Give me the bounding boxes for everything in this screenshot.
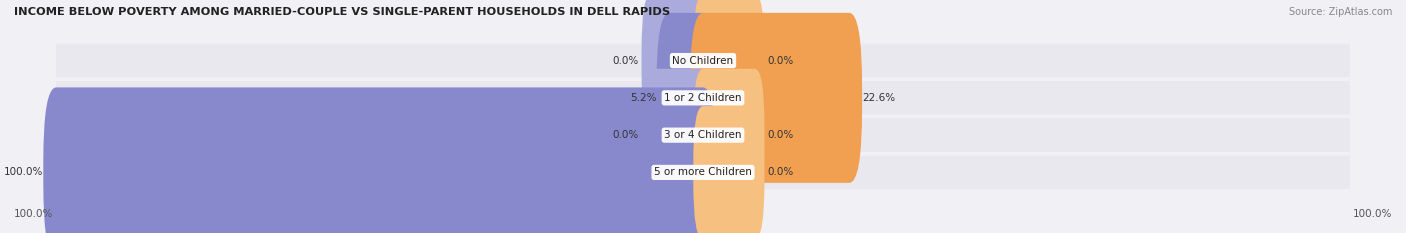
FancyBboxPatch shape bbox=[693, 106, 765, 233]
Text: Source: ZipAtlas.com: Source: ZipAtlas.com bbox=[1288, 7, 1392, 17]
Text: 0.0%: 0.0% bbox=[768, 130, 794, 140]
FancyBboxPatch shape bbox=[641, 69, 713, 202]
FancyBboxPatch shape bbox=[641, 0, 713, 127]
Text: 3 or 4 Children: 3 or 4 Children bbox=[664, 130, 742, 140]
FancyBboxPatch shape bbox=[56, 156, 1350, 189]
Text: 22.6%: 22.6% bbox=[862, 93, 896, 103]
FancyBboxPatch shape bbox=[56, 81, 1350, 115]
Text: 100.0%: 100.0% bbox=[4, 168, 44, 177]
Text: 1 or 2 Children: 1 or 2 Children bbox=[664, 93, 742, 103]
Text: 5 or more Children: 5 or more Children bbox=[654, 168, 752, 177]
Text: 100.0%: 100.0% bbox=[14, 209, 53, 219]
FancyBboxPatch shape bbox=[693, 69, 765, 202]
FancyBboxPatch shape bbox=[56, 44, 1350, 77]
Text: 0.0%: 0.0% bbox=[612, 56, 638, 65]
FancyBboxPatch shape bbox=[44, 87, 716, 233]
Text: 0.0%: 0.0% bbox=[768, 56, 794, 65]
Text: 0.0%: 0.0% bbox=[612, 130, 638, 140]
Text: 100.0%: 100.0% bbox=[1353, 209, 1392, 219]
FancyBboxPatch shape bbox=[56, 118, 1350, 152]
Text: 0.0%: 0.0% bbox=[768, 168, 794, 177]
FancyBboxPatch shape bbox=[690, 13, 862, 183]
FancyBboxPatch shape bbox=[693, 0, 765, 127]
Text: 5.2%: 5.2% bbox=[630, 93, 657, 103]
Text: INCOME BELOW POVERTY AMONG MARRIED-COUPLE VS SINGLE-PARENT HOUSEHOLDS IN DELL RA: INCOME BELOW POVERTY AMONG MARRIED-COUPL… bbox=[14, 7, 671, 17]
FancyBboxPatch shape bbox=[657, 13, 716, 183]
Text: No Children: No Children bbox=[672, 56, 734, 65]
